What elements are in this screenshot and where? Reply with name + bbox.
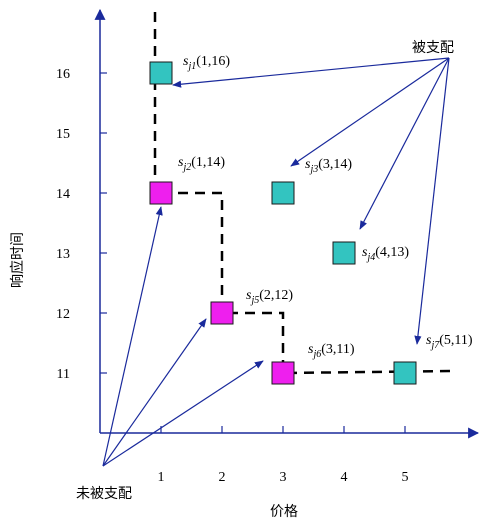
x-tick-label: 3 <box>280 470 287 485</box>
point-marker-group <box>149 61 417 385</box>
arrow-group <box>102 57 450 467</box>
y-tick-label: 12 <box>56 307 70 322</box>
point-label-j2: sj2(1,14) <box>178 155 225 173</box>
point-marker-j5 <box>210 301 234 325</box>
y-tick-label: 11 <box>57 367 70 382</box>
annotation-arrow <box>414 57 450 345</box>
y-tick-group: 11 12 13 14 15 16 <box>56 67 107 382</box>
dominated-annotation: 被支配 <box>412 40 454 56</box>
annotation-arrow <box>102 360 264 467</box>
annotation-arrow <box>102 318 207 467</box>
x-tick-label: 1 <box>158 470 165 485</box>
annotation-arrow <box>359 57 450 230</box>
point-label-j7: sj7(5,11) <box>426 333 473 351</box>
non-dominated-annotation: 未被支配 <box>76 486 132 502</box>
point-marker-j4 <box>332 241 356 265</box>
point-marker-j1 <box>149 61 173 85</box>
point-marker-j7 <box>393 361 417 385</box>
annotation-arrow <box>102 206 163 467</box>
point-label-j5: sj5(2,12) <box>246 288 293 306</box>
x-tick-label: 5 <box>402 470 409 485</box>
y-tick-label: 16 <box>56 67 70 82</box>
point-marker-j6 <box>271 361 295 385</box>
point-marker-j2 <box>149 181 173 205</box>
y-axis-title: 响应时间 <box>9 232 26 288</box>
y-tick-label: 15 <box>56 127 70 142</box>
annotation-arrow <box>290 57 450 167</box>
y-tick-label: 14 <box>56 187 70 202</box>
point-label-group: sj1(1,16) sj2(1,14) sj3(3,14) sj4(4,13) sj5(… <box>178 54 473 360</box>
x-tick-label: 4 <box>341 470 348 485</box>
point-label-j1: sj1(1,16) <box>183 54 230 72</box>
point-label-j6: sj6(3,11) <box>308 342 355 360</box>
x-tick-label: 2 <box>219 470 226 485</box>
point-label-j4: sj4(4,13) <box>362 245 409 263</box>
annotation-arrow <box>172 57 450 88</box>
x-axis-title: 价格 <box>270 504 298 520</box>
y-tick-label: 13 <box>56 247 70 262</box>
point-label-j3: sj3(3,14) <box>305 157 352 175</box>
x-tick-group: 1 2 3 4 5 <box>158 426 409 485</box>
point-marker-j3 <box>271 181 295 205</box>
